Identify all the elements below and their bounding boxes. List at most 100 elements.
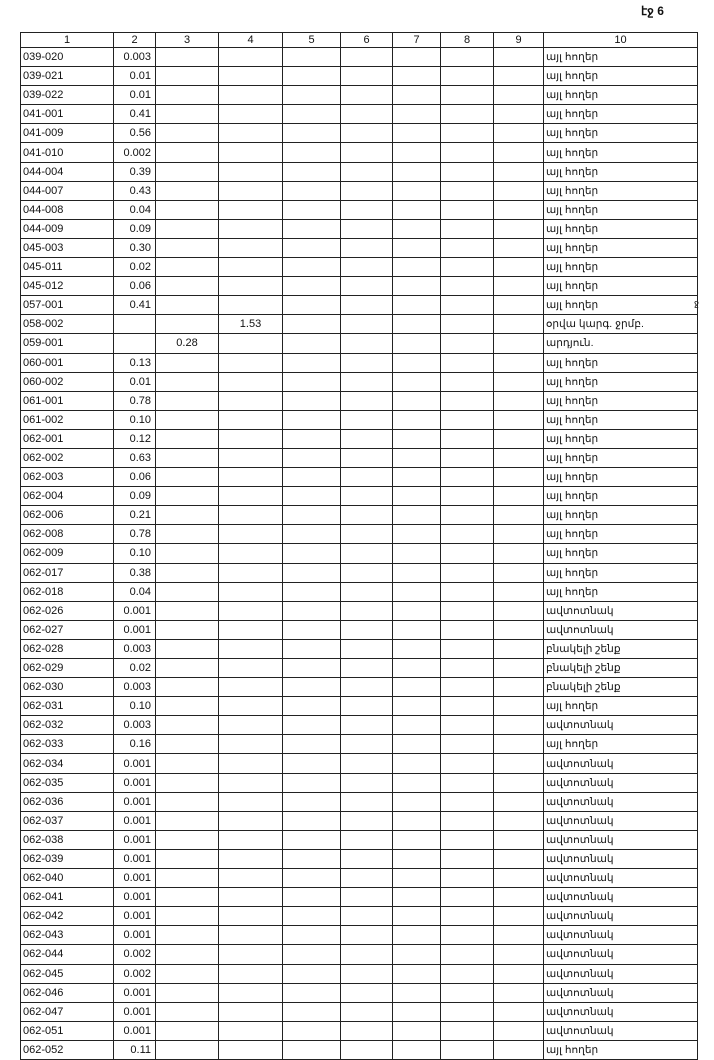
table-row: 041-010 0.002 այլ հողեր bbox=[20, 142, 698, 163]
col-7-cell bbox=[392, 390, 441, 411]
col-8-cell bbox=[440, 848, 494, 870]
area-col-3-cell bbox=[155, 314, 219, 335]
col-9-cell bbox=[493, 619, 544, 640]
area-col-2-cell: 0.04 bbox=[113, 581, 156, 602]
area-col-4-cell bbox=[218, 142, 283, 163]
parcel-code-cell: 041-009 bbox=[20, 123, 114, 144]
area-col-3-cell bbox=[155, 810, 219, 831]
land-use-cell: ավտոտնակ bbox=[543, 944, 698, 965]
col-8-cell bbox=[440, 295, 494, 316]
col-9-cell bbox=[493, 314, 544, 335]
table-row: 062-017 0.38 այլ հողեր bbox=[20, 562, 698, 583]
area-col-4-cell bbox=[218, 352, 283, 373]
col-6-cell bbox=[340, 352, 393, 373]
col-5-cell bbox=[282, 161, 341, 182]
area-col-2-cell: 0.30 bbox=[113, 237, 156, 259]
col-6-cell bbox=[340, 677, 393, 698]
col-6-cell bbox=[340, 944, 393, 965]
parcel-code-cell: 058-002 bbox=[20, 314, 114, 335]
parcel-code-cell: 062-002 bbox=[20, 447, 114, 469]
col-6-cell bbox=[340, 390, 393, 411]
land-use-cell: այլ հողեր bbox=[543, 734, 698, 755]
table-row: 062-045 0.002 ավտոտնակ bbox=[20, 963, 698, 984]
area-col-4-cell bbox=[218, 371, 283, 392]
area-col-3-cell bbox=[155, 619, 219, 640]
land-use-cell: այլ հողեր bbox=[543, 352, 698, 373]
land-use-cell: այլ հողեր bbox=[543, 1039, 698, 1060]
col-8-cell bbox=[440, 1001, 494, 1022]
table-row: 062-040 0.001 ավտոտնակ bbox=[20, 868, 698, 889]
col-5-cell bbox=[282, 123, 341, 144]
col-7-cell bbox=[392, 677, 441, 698]
table-row: 062-018 0.04 այլ հողեր bbox=[20, 581, 698, 602]
table-row: 041-001 0.41 այլ հողեր bbox=[20, 104, 698, 125]
area-col-3-cell bbox=[155, 638, 219, 660]
area-col-3-cell bbox=[155, 868, 219, 889]
table-row: 062-031 0.10 այլ հողեր bbox=[20, 696, 698, 717]
col-6-cell bbox=[340, 104, 393, 125]
table-row: 062-035 0.001 ավտոտնակ bbox=[20, 772, 698, 793]
area-col-4-cell bbox=[218, 906, 283, 927]
parcel-code-cell: 062-043 bbox=[20, 925, 114, 946]
parcel-code-cell: 062-008 bbox=[20, 524, 114, 545]
area-col-3-cell bbox=[155, 390, 219, 411]
area-col-3-cell bbox=[155, 581, 219, 602]
parcel-code-cell: 044-009 bbox=[20, 218, 114, 239]
col-5-cell bbox=[282, 505, 341, 526]
area-col-3-cell bbox=[155, 218, 219, 239]
col-8-cell bbox=[440, 677, 494, 698]
col-8-cell bbox=[440, 734, 494, 755]
col-6-cell bbox=[340, 161, 393, 182]
column-header-3: 3 bbox=[155, 32, 219, 48]
col-9-cell bbox=[493, 295, 544, 316]
col-8-cell bbox=[440, 467, 494, 488]
area-col-3-cell bbox=[155, 486, 219, 507]
col-5-cell bbox=[282, 600, 341, 621]
col-6-cell bbox=[340, 46, 393, 68]
area-col-3-cell bbox=[155, 180, 219, 201]
area-col-2-cell: 0.003 bbox=[113, 715, 156, 736]
col-7-cell bbox=[392, 581, 441, 602]
parcel-code-cell: 062-046 bbox=[20, 982, 114, 1003]
col-7-cell bbox=[392, 963, 441, 984]
area-col-3-cell bbox=[155, 1001, 219, 1022]
area-col-3-cell bbox=[155, 428, 219, 449]
col-7-cell bbox=[392, 104, 441, 125]
table-row: 044-009 0.09 այլ հողեր bbox=[20, 218, 698, 239]
land-use-cell: օրվա կարգ. ջրմբ. bbox=[543, 314, 698, 335]
area-col-4-cell: 1.53 bbox=[218, 314, 283, 335]
col-9-cell bbox=[493, 1001, 544, 1022]
land-use-cell: այլ հողեր bbox=[543, 257, 698, 278]
parcel-code-cell: 062-026 bbox=[20, 600, 114, 621]
col-5-cell bbox=[282, 142, 341, 163]
area-col-4-cell bbox=[218, 1001, 283, 1022]
col-7-cell bbox=[392, 1039, 441, 1060]
land-use-cell: այլ հողեր bbox=[543, 104, 698, 125]
area-col-2-cell: 0.63 bbox=[113, 447, 156, 469]
area-col-3-cell bbox=[155, 1020, 219, 1041]
col-9-cell bbox=[493, 428, 544, 449]
area-col-2-cell: 0.002 bbox=[113, 963, 156, 984]
area-col-4-cell bbox=[218, 161, 283, 182]
col-7-cell bbox=[392, 333, 441, 354]
col-5-cell bbox=[282, 314, 341, 335]
col-9-cell bbox=[493, 199, 544, 220]
area-col-2-cell: 0.10 bbox=[113, 543, 156, 564]
col-9-cell bbox=[493, 868, 544, 889]
table-row: 057-001 0.41 այլ հողեր bbox=[20, 295, 698, 316]
land-use-cell: այլ հողեր bbox=[543, 409, 698, 430]
col-9-cell bbox=[493, 1039, 544, 1060]
col-9-cell bbox=[493, 486, 544, 507]
parcel-code-cell: 062-031 bbox=[20, 696, 114, 717]
area-col-4-cell bbox=[218, 218, 283, 239]
column-header-2: 2 bbox=[113, 32, 156, 48]
table-row: 062-047 0.001 ավտոտնակ bbox=[20, 1001, 698, 1022]
col-7-cell bbox=[392, 123, 441, 144]
land-use-cell: այլ հողեր bbox=[543, 428, 698, 449]
area-col-4-cell bbox=[218, 1020, 283, 1041]
parcel-code-cell: 039-022 bbox=[20, 85, 114, 106]
area-col-4-cell bbox=[218, 46, 283, 68]
land-use-cell: այլ հողեր bbox=[543, 199, 698, 220]
col-6-cell bbox=[340, 409, 393, 430]
parcel-code-cell: 062-042 bbox=[20, 906, 114, 927]
